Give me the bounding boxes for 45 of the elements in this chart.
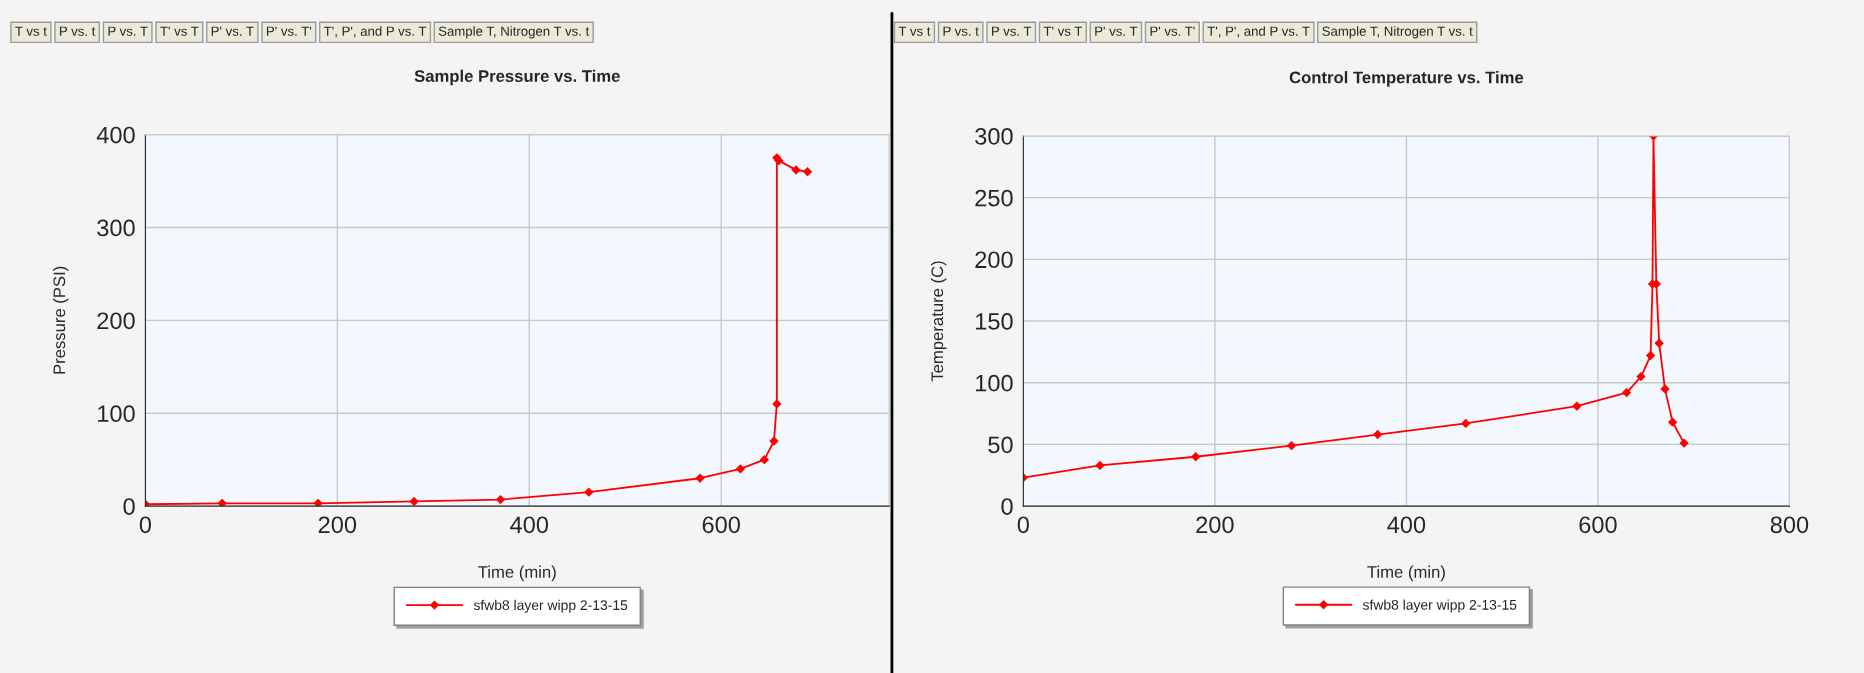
y-axis-title: Temperature (C) <box>930 261 947 382</box>
legend-label: sfwb8 layer wipp 2-13-15 <box>1362 599 1517 613</box>
y-tick-label: 250 <box>975 189 1013 207</box>
y-tick-label: 300 <box>975 128 1013 145</box>
text: P' vs. T' <box>266 26 312 36</box>
x-tick-label: 600 <box>702 516 740 534</box>
y-tick-label: 200 <box>975 251 1013 269</box>
x-tick-label: 0 <box>139 516 152 534</box>
x-tick-label: 200 <box>318 516 357 534</box>
x-axis-title: Time (min) <box>1367 565 1445 582</box>
y-tick-label: 100 <box>976 374 1013 392</box>
text: P' vs. T <box>1095 26 1138 36</box>
y-tick-label: 0 <box>1001 498 1013 515</box>
y-tick-label: 100 <box>98 405 135 423</box>
text: Sample T, Nitrogen T vs. t <box>1322 26 1473 39</box>
text: T' vs T <box>1043 26 1083 36</box>
text: P vs. t <box>59 26 96 36</box>
text: P' vs. T <box>211 26 254 36</box>
y-tick-label: 0 <box>123 498 135 515</box>
text: P vs. t <box>943 26 979 36</box>
y-tick-label: 400 <box>96 126 135 144</box>
x-tick-label: 0 <box>1017 516 1029 534</box>
legend-label: sfwb8 layer wipp 2-13-15 <box>473 599 628 613</box>
text: Sample T, Nitrogen T vs. t <box>438 26 590 39</box>
x-tick-label: 400 <box>1387 516 1426 534</box>
y-tick-label: 300 <box>97 219 135 237</box>
text: T vs t <box>15 26 47 36</box>
y-tick-label: 150 <box>976 313 1013 330</box>
text: P vs. T <box>992 26 1032 36</box>
x-tick-label: 600 <box>1579 516 1617 534</box>
y-axis-title: Pressure (PSI) <box>52 266 69 374</box>
text: T' vs T <box>160 26 199 36</box>
text: T', P', and P vs. T <box>1207 26 1310 38</box>
chart-title: Control Temperature vs. Time <box>1289 71 1524 87</box>
x-tick-label: 400 <box>510 516 549 534</box>
x-tick-label: 800 <box>1770 516 1809 534</box>
text: P' vs. T' <box>1150 26 1195 36</box>
chart-title: Sample Pressure vs. Time <box>414 69 620 86</box>
y-tick-label: 200 <box>97 312 135 330</box>
text: T', P', and P vs. T <box>323 26 427 38</box>
x-axis-title: Time (min) <box>478 565 556 582</box>
text: T vs t <box>898 26 931 36</box>
x-tick-label: 200 <box>1196 516 1234 534</box>
text: P vs. T <box>108 26 148 36</box>
y-tick-label: 50 <box>988 436 1013 454</box>
